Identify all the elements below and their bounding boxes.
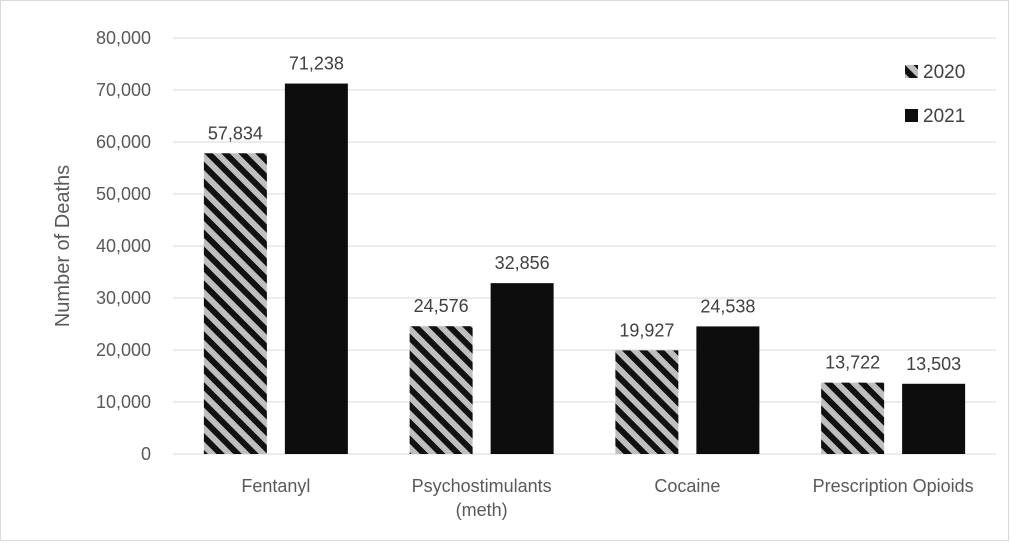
x-axis-tick-labels: Fentanyl Psychostimulants (meth) Cocaine Pre… (241, 476, 973, 520)
data-label-2021: 71,238 (289, 54, 344, 74)
y-tick-label: 30,000 (96, 288, 151, 308)
y-tick-label: 50,000 (96, 184, 151, 204)
y-tick-label: 0 (141, 444, 151, 464)
data-label-2021: 13,503 (906, 354, 961, 374)
bars (203, 83, 966, 455)
legend-label-2021: 2021 (923, 106, 965, 127)
y-tick-label: 80,000 (96, 28, 151, 48)
data-label-2020: 24,576 (414, 296, 469, 316)
bar-2021 (696, 326, 760, 454)
legend-swatch-2020 (905, 65, 918, 78)
data-label-2020: 57,834 (208, 123, 263, 143)
legend-label-2020: 2020 (923, 62, 965, 83)
bar-2021 (490, 283, 554, 454)
y-axis-title: Number of Deaths (52, 165, 74, 327)
data-label-2021: 32,856 (495, 253, 550, 273)
bar-2020 (821, 382, 885, 454)
bar-2021 (902, 383, 966, 454)
bar-2020 (203, 153, 267, 455)
x-tick-label: Psychostimulants (meth) (412, 476, 552, 520)
bar-2020 (615, 350, 679, 454)
y-tick-label: 10,000 (96, 392, 151, 412)
data-label-2021: 24,538 (700, 296, 755, 316)
x-tick-label: Fentanyl (241, 476, 310, 496)
x-tick-label: Prescription Opioids (813, 476, 974, 496)
x-tick-label: Cocaine (654, 476, 720, 496)
legend: 2020 2021 (905, 62, 965, 127)
y-tick-label: 20,000 (96, 340, 151, 360)
data-label-2020: 13,722 (825, 353, 880, 373)
y-tick-label: 40,000 (96, 236, 151, 256)
data-labels: 57,834 71,238 24,576 32,856 19,927 24,538 13,7… (208, 54, 961, 374)
y-axis-tick-labels: 0 10,000 20,000 30,000 40,000 50,000 60,000 70,… (96, 28, 151, 464)
y-tick-label: 70,000 (96, 80, 151, 100)
data-label-2020: 19,927 (619, 320, 674, 340)
bar-2021 (284, 83, 348, 454)
y-tick-label: 60,000 (96, 132, 151, 152)
bar-2020 (409, 326, 473, 454)
legend-swatch-2021 (905, 109, 918, 122)
